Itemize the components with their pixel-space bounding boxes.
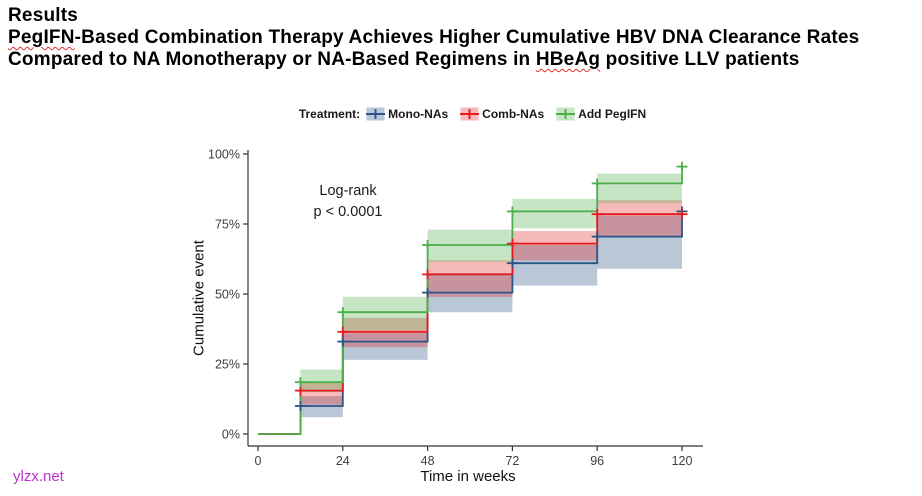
- ci-ribbon-comb-nas: [300, 382, 343, 405]
- title-word-hbeag: HBeAg: [535, 49, 601, 70]
- slide-title-block: Results PegIFN-Based Combination Therapy…: [8, 5, 914, 71]
- ci-ribbon-comb-nas: [597, 200, 682, 237]
- title-line-2: Compared to NA Monotherapy or NA-Based R…: [8, 49, 800, 70]
- log-rank-annotation: Log-rank p < 0.0001: [288, 181, 408, 223]
- ci-ribbon-comb-nas: [427, 260, 513, 297]
- x-axis-title: Time in weeks: [420, 468, 516, 485]
- y-tick-label: 0%: [222, 428, 240, 442]
- legend-title: Treatment:: [298, 107, 361, 121]
- y-axis-title: Cumulative event: [190, 240, 208, 356]
- ci-ribbon-add-pegifn: [342, 296, 428, 331]
- legend-item-label: Comb-NAs: [482, 107, 545, 121]
- legend-item-mono-nas: Mono-NAs: [366, 106, 448, 122]
- ci-ribbon-mono-nas: [597, 215, 682, 269]
- legend-key-icon: [366, 107, 386, 121]
- watermark: ylzx.net: [13, 468, 64, 485]
- results-heading: Results: [8, 5, 79, 26]
- y-tick-label: 50%: [215, 288, 240, 302]
- ci-ribbon-mono-nas: [512, 245, 598, 286]
- x-tick-label: 120: [672, 454, 693, 468]
- ci-ribbon-add-pegifn: [300, 369, 343, 392]
- y-tick-label: 25%: [215, 358, 240, 372]
- x-tick-label: 0: [255, 454, 262, 468]
- title-line-1: PegIFN-Based Combination Therapy Achieve…: [8, 27, 860, 48]
- title-word-pegifn: PegIFN: [8, 27, 75, 48]
- x-tick-label: 96: [590, 454, 604, 468]
- legend-item-label: Mono-NAs: [388, 107, 449, 121]
- legend-key-icon: [556, 107, 576, 121]
- legend-item-label: Add PegIFN: [578, 107, 647, 121]
- legend-item-add-pegifn: Add PegIFN: [556, 106, 646, 122]
- x-tick-label: 48: [421, 454, 435, 468]
- ci-ribbon-add-pegifn: [597, 173, 682, 203]
- y-tick-label: 75%: [215, 218, 240, 232]
- x-tick-label: 72: [505, 454, 519, 468]
- legend-key-icon: [460, 107, 480, 121]
- ci-ribbon-add-pegifn: [512, 198, 598, 229]
- ci-ribbon-mono-nas: [342, 333, 428, 360]
- legend-item-comb-nas: Comb-NAs: [460, 106, 544, 122]
- chart-legend: Treatment: Mono-NAs Comb-NAs Add PegIFN: [248, 103, 703, 125]
- p-value-label: p < 0.0001: [313, 204, 383, 220]
- log-rank-label: Log-rank: [319, 183, 377, 199]
- ci-ribbon-comb-nas: [512, 231, 598, 261]
- y-tick-label: 100%: [208, 148, 240, 162]
- x-tick-label: 24: [336, 454, 350, 468]
